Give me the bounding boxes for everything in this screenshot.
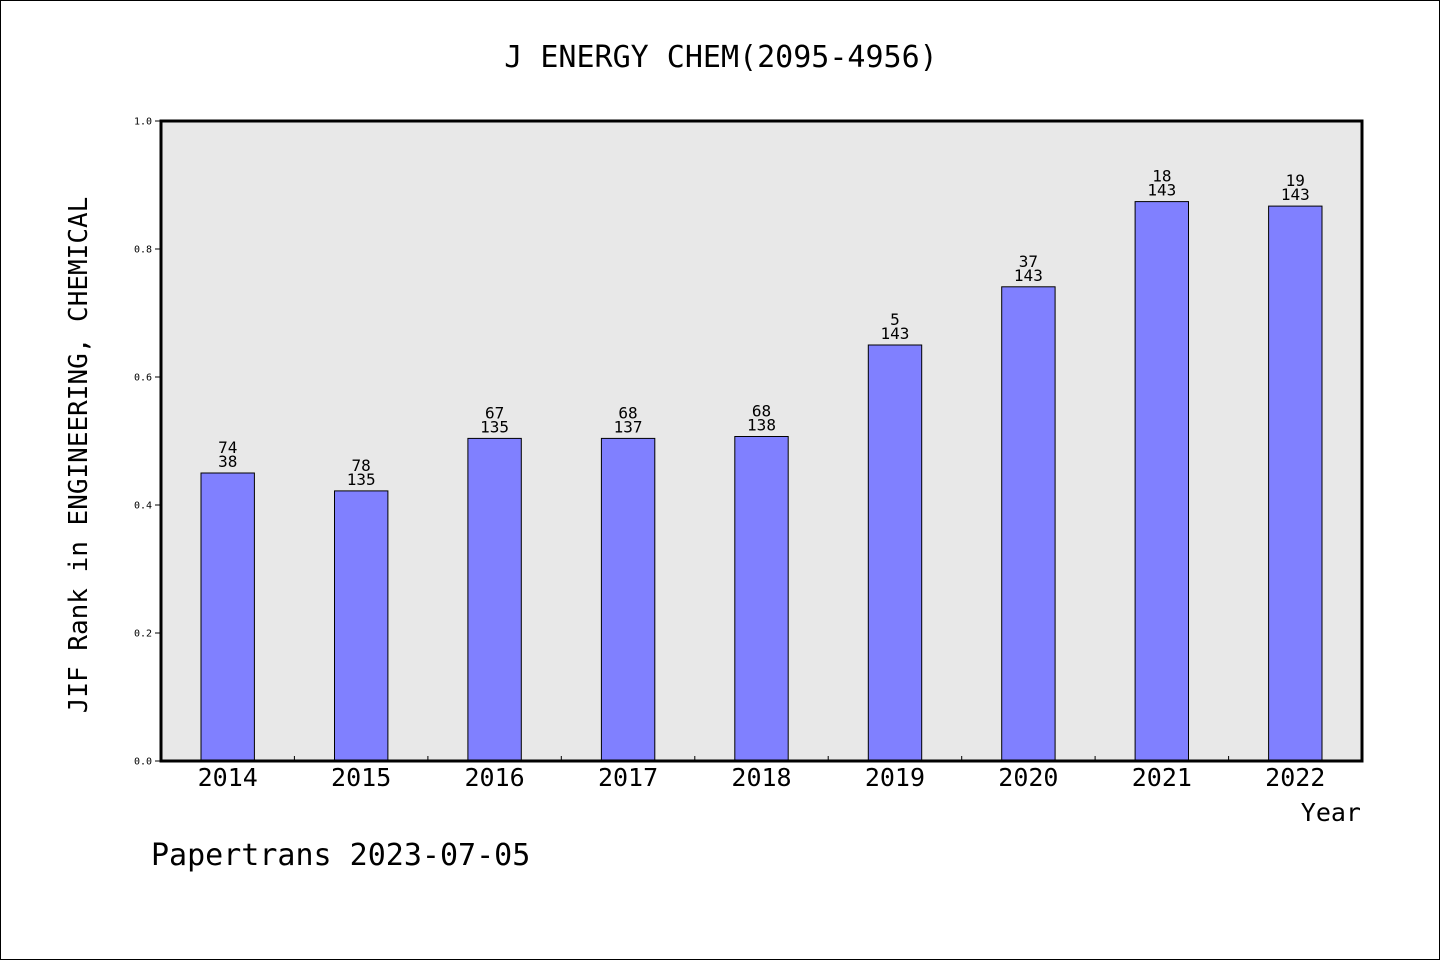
- y-axis: 0.0 0.2 0.4 0.6 0.8 1.0: [134, 117, 161, 768]
- x-tick-label: 2019: [865, 763, 925, 792]
- bar-label-rank: 37: [1019, 252, 1038, 271]
- x-tick-label: 2015: [331, 763, 391, 792]
- bar-label-total: 138: [747, 416, 776, 435]
- bar-label-rank: 68: [752, 402, 771, 421]
- bar-label-total: 135: [347, 470, 376, 489]
- bar-2021: [1134, 201, 1189, 762]
- bar-label-rank: 78: [352, 456, 371, 475]
- bar-label-total: 143: [1281, 185, 1310, 204]
- bar-2022: [1268, 205, 1323, 762]
- bar-2016: [467, 437, 522, 762]
- bar-label-rank: 68: [618, 403, 637, 422]
- bar-label-total: 135: [480, 417, 509, 436]
- y-tick-label: 0.2: [134, 629, 152, 640]
- chart-title: J ENERGY CHEM(2095-4956): [504, 40, 937, 75]
- bar-2017: [600, 437, 656, 762]
- bar-2019: [867, 344, 923, 762]
- bar-label-rank: 19: [1286, 171, 1305, 190]
- x-tick-label: 2017: [598, 763, 658, 792]
- bar-label-rank: 67: [485, 403, 504, 422]
- footer-credit: Papertrans 2023-07-05: [151, 838, 530, 873]
- bars: [200, 201, 1323, 762]
- y-tick-label: 0.0: [134, 757, 152, 768]
- bar-label-total: 143: [1014, 266, 1043, 285]
- bar-label-total: 38: [218, 452, 237, 471]
- bar-label-rank: 5: [890, 310, 900, 329]
- bar-2020: [1001, 286, 1056, 762]
- bar-label-total: 143: [880, 324, 909, 343]
- y-tick-label: 0.4: [134, 501, 152, 512]
- y-tick-label: 1.0: [134, 117, 152, 128]
- x-tick-label: 2020: [998, 763, 1058, 792]
- bar-2018: [734, 436, 789, 762]
- bar-label-rank: 18: [1152, 167, 1171, 186]
- bar-label-rank: 74: [218, 438, 237, 457]
- x-axis: 2014 2015 2016 2017 2018 2019 2020 2021 2022: [198, 756, 1325, 792]
- x-axis-label: Year: [1301, 798, 1361, 827]
- x-tick-label: 2016: [465, 763, 525, 792]
- x-tick-label: 2021: [1132, 763, 1192, 792]
- bar-label-total: 137: [614, 417, 643, 436]
- x-tick-label: 2018: [731, 763, 791, 792]
- plot-border: [159, 119, 1364, 763]
- bar-2014: [200, 472, 255, 762]
- bar-2015: [334, 490, 389, 762]
- y-tick-label: 0.8: [134, 245, 152, 256]
- x-tick-label: 2022: [1265, 763, 1325, 792]
- y-tick-label: 0.6: [134, 373, 152, 384]
- x-tick-label: 2014: [198, 763, 258, 792]
- bar-label-total: 143: [1147, 181, 1176, 200]
- y-axis-label: JIF Rank in ENGINEERING, CHEMICAL: [64, 197, 94, 714]
